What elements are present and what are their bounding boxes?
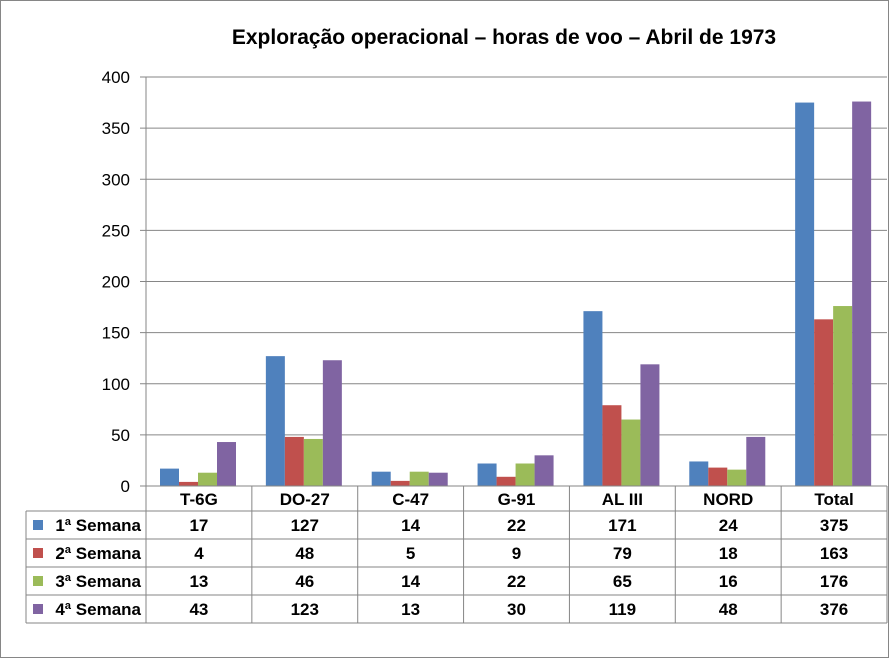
x-category-label: AL III [602, 490, 643, 509]
bar [583, 311, 603, 486]
data-label: 376 [820, 600, 848, 619]
bar [303, 438, 323, 486]
bar [746, 436, 766, 486]
bar [727, 469, 747, 486]
y-tick-label: 350 [102, 119, 130, 138]
bar [284, 436, 304, 486]
bar [795, 102, 815, 486]
data-label: 43 [189, 600, 208, 619]
bar [621, 419, 641, 486]
data-label: 171 [608, 516, 636, 535]
y-tick-label: 50 [111, 426, 130, 445]
data-label: 176 [820, 572, 848, 591]
data-label: 13 [401, 600, 420, 619]
bar [602, 405, 622, 486]
data-label: 24 [719, 516, 738, 535]
data-label: 4 [194, 544, 204, 563]
data-label: 79 [613, 544, 632, 563]
gridlines [140, 76, 887, 487]
data-label: 13 [189, 572, 208, 591]
data-label: 48 [295, 544, 314, 563]
bar [814, 319, 834, 486]
y-tick-label: 100 [102, 375, 130, 394]
data-label: 46 [295, 572, 314, 591]
x-category-label: C-47 [392, 490, 429, 509]
y-tick-label: 200 [102, 273, 130, 292]
legend-series-name: 4ª Semana [55, 600, 141, 619]
data-label: 127 [291, 516, 319, 535]
bar [409, 471, 429, 486]
x-category-label: G-91 [498, 490, 536, 509]
data-table: T-6G DO-27 C-47 G-91 AL III NORD Total 1ª Seman… [25, 485, 888, 624]
data-label: 22 [507, 572, 526, 591]
y-tick-label: 300 [102, 170, 130, 189]
data-label: 14 [401, 572, 420, 591]
data-label: 16 [719, 572, 738, 591]
data-label: 163 [820, 544, 848, 563]
bar [428, 472, 448, 486]
data-label: 17 [189, 516, 208, 535]
legend-swatch [33, 520, 43, 530]
bar [534, 455, 554, 486]
legend-series-name: 2ª Semana [55, 544, 141, 563]
bar [390, 480, 410, 486]
x-category-label: T-6G [180, 490, 218, 509]
bar [322, 360, 342, 486]
data-label: 123 [291, 600, 319, 619]
data-label: 22 [507, 516, 526, 535]
bars [160, 101, 872, 486]
bar [477, 463, 497, 486]
data-label: 119 [609, 600, 636, 619]
legend-swatch [33, 548, 43, 558]
data-label: 5 [406, 544, 415, 563]
data-label: 9 [512, 544, 521, 563]
bar [160, 468, 179, 486]
y-axis-ticks: 0 50 100 150 200 250 300 350 400 [102, 68, 130, 496]
bar [198, 472, 217, 486]
bar [852, 101, 872, 486]
legend-swatch [33, 604, 43, 614]
bar [496, 476, 516, 486]
y-tick-label: 400 [102, 68, 130, 87]
y-tick-label: 150 [102, 324, 130, 343]
data-label: 18 [719, 544, 738, 563]
bar [515, 463, 535, 486]
data-label: 375 [820, 516, 848, 535]
x-category-label: NORD [703, 490, 753, 509]
legend-series-name: 3ª Semana [55, 572, 141, 591]
bar [179, 481, 198, 486]
legend-swatch [33, 576, 43, 586]
data-label: 30 [507, 600, 526, 619]
chart-title: Exploração operacional – horas de voo – … [232, 26, 776, 49]
bar [265, 356, 285, 486]
bar [371, 471, 391, 486]
bar [640, 364, 660, 486]
bar [833, 306, 853, 486]
data-label: 65 [613, 572, 632, 591]
legend-series-name: 1ª Semana [55, 516, 141, 535]
y-tick-label: 250 [102, 221, 130, 240]
y-tick-label: 0 [121, 477, 130, 496]
x-category-label: Total [814, 490, 853, 509]
x-category-label: DO-27 [280, 490, 330, 509]
bar [708, 467, 728, 486]
data-label: 48 [719, 600, 738, 619]
bar [689, 461, 709, 486]
data-label: 14 [401, 516, 420, 535]
bar [217, 442, 236, 486]
